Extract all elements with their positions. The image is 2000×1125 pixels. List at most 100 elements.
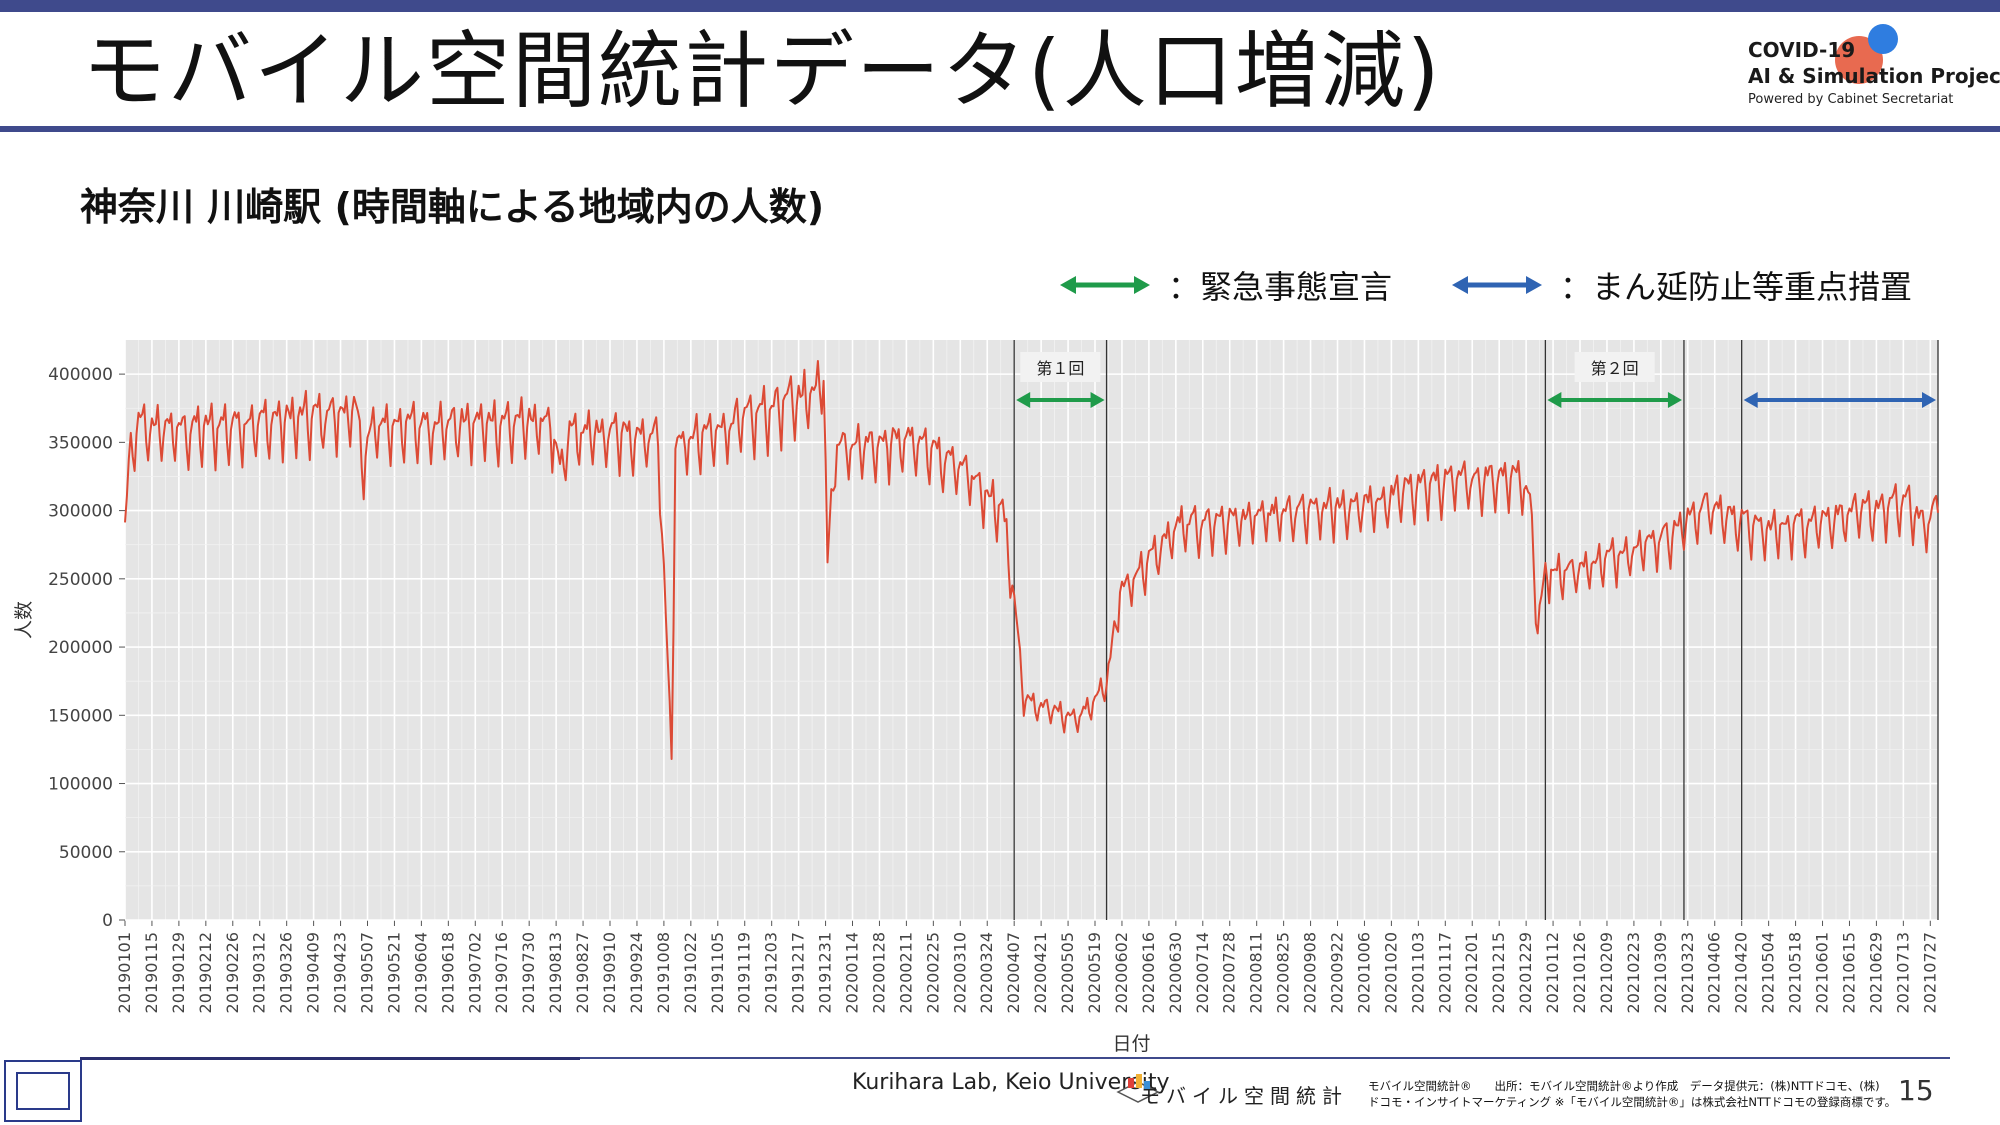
x-tick-label: 20200225 bbox=[923, 932, 942, 1013]
x-tick-label: 20201020 bbox=[1381, 932, 1400, 1013]
footer-divider-accent bbox=[80, 1057, 580, 1060]
period-arrow-head-left bbox=[1547, 392, 1562, 408]
x-tick-label: 20210406 bbox=[1705, 932, 1724, 1013]
x-tick-label: 20210629 bbox=[1866, 932, 1885, 1013]
x-tick-label: 20190326 bbox=[277, 932, 296, 1013]
y-tick-label: 350000 bbox=[48, 433, 113, 453]
x-tick-label: 20201215 bbox=[1489, 932, 1508, 1013]
x-tick-label: 20190813 bbox=[546, 932, 565, 1013]
period-arrow-head-right bbox=[1090, 392, 1105, 408]
x-tick-label: 20210420 bbox=[1732, 932, 1751, 1013]
plot-background bbox=[125, 340, 1938, 920]
period-arrow-head-right bbox=[1667, 392, 1682, 408]
x-tick-label: 20200728 bbox=[1220, 932, 1239, 1013]
x-tick-label: 20200602 bbox=[1112, 932, 1131, 1013]
x-tick-label: 20191231 bbox=[816, 932, 835, 1013]
population-line-chart: 20190101 20190115 20190129 20190212 20190226… bbox=[13, 340, 1939, 1055]
x-tick-label: 20190212 bbox=[196, 932, 215, 1013]
x-tick-label: 20191008 bbox=[654, 932, 673, 1013]
logo-line1: COVID-19 bbox=[1748, 38, 1856, 62]
legend-label-emergency: ：緊急事態宣言 bbox=[1168, 268, 1393, 306]
logo-line3: Powered by Cabinet Secretariat bbox=[1748, 92, 1954, 107]
x-tick-label: 20210727 bbox=[1920, 932, 1939, 1013]
x-tick-label: 20190312 bbox=[250, 932, 269, 1013]
x-tick-label: 20201117 bbox=[1435, 932, 1454, 1013]
x-tick-label: 20200310 bbox=[950, 932, 969, 1013]
x-tick-label: 20210126 bbox=[1570, 932, 1589, 1013]
x-tick-label: 20200128 bbox=[869, 932, 888, 1013]
x-tick-label: 20200324 bbox=[977, 932, 996, 1013]
x-tick-label: 20191203 bbox=[762, 932, 781, 1013]
x-tick-label: 20210713 bbox=[1893, 932, 1912, 1013]
keio-logo bbox=[4, 1060, 82, 1122]
y-tick-label: 50000 bbox=[59, 843, 113, 863]
x-tick-label: 20191105 bbox=[708, 932, 727, 1013]
y-tick-label: 400000 bbox=[48, 365, 113, 385]
footer-divider bbox=[80, 1057, 1950, 1059]
x-tick-label: 20210323 bbox=[1678, 932, 1697, 1013]
x-tick-label: 20210112 bbox=[1543, 932, 1562, 1013]
x-tick-label: 20210601 bbox=[1813, 932, 1832, 1013]
x-tick-label: 20200630 bbox=[1166, 932, 1185, 1013]
chart-subtitle: 神奈川 川崎駅 (時間軸による地域内の人数) bbox=[80, 185, 825, 229]
period-arrow-head-right bbox=[1922, 392, 1936, 408]
y-tick-label: 150000 bbox=[48, 706, 113, 726]
y-tick-label: 300000 bbox=[48, 502, 113, 522]
period-arrow-head-left bbox=[1743, 392, 1758, 408]
x-tick-label: 20190409 bbox=[304, 932, 323, 1013]
x-tick-label: 20200714 bbox=[1193, 932, 1212, 1013]
series-line-population bbox=[124, 360, 1939, 760]
x-tick-label: 20200922 bbox=[1328, 932, 1347, 1013]
x-tick-label: 20210615 bbox=[1839, 932, 1858, 1013]
x-tick-label: 20201006 bbox=[1354, 932, 1373, 1013]
x-tick-label: 20200519 bbox=[1085, 932, 1104, 1013]
title-divider bbox=[0, 126, 2000, 132]
x-tick-label: 20210209 bbox=[1597, 932, 1616, 1013]
x-tick-label: 20200505 bbox=[1058, 932, 1077, 1013]
x-tick-label: 20200114 bbox=[843, 932, 862, 1013]
period-label: 第１回 bbox=[1036, 359, 1084, 378]
x-tick-label: 20191119 bbox=[735, 932, 754, 1013]
x-tick-label: 20190827 bbox=[573, 932, 592, 1013]
period-label-box bbox=[1574, 352, 1655, 382]
x-tick-label: 20200616 bbox=[1139, 932, 1158, 1013]
x-tick-label: 20190618 bbox=[438, 932, 457, 1013]
green-double-arrow-icon bbox=[1060, 276, 1150, 294]
x-tick-label: 20200825 bbox=[1274, 932, 1293, 1013]
x-tick-label: 20190521 bbox=[384, 932, 403, 1013]
x-tick-label: 20210309 bbox=[1651, 932, 1670, 1013]
x-tick-label: 20191217 bbox=[789, 932, 808, 1013]
y-tick-label: 250000 bbox=[48, 570, 113, 590]
x-tick-label: 20200407 bbox=[1004, 932, 1023, 1013]
period-label-box bbox=[1020, 352, 1101, 382]
x-tick-label: 20200811 bbox=[1247, 932, 1266, 1013]
x-tick-label: 20190101 bbox=[115, 932, 134, 1013]
x-tick-label: 20190115 bbox=[142, 932, 161, 1013]
x-tick-label: 20201201 bbox=[1462, 932, 1481, 1013]
top-accent-bar bbox=[0, 0, 2000, 12]
x-tick-label: 20191022 bbox=[681, 932, 700, 1013]
covid-project-logo: COVID-19 AI & Simulation Project Powered… bbox=[1740, 18, 2000, 114]
legend-item-priority: ：まん延防止等重点措置 bbox=[1452, 262, 1912, 308]
y-tick-label: 0 bbox=[102, 911, 113, 931]
mobile-stats-logo-icon bbox=[1116, 1074, 1160, 1103]
footer-source-note-1: モバイル空間統計® 出所：モバイル空間統計®より作成 データ提供元：(株)NTT… bbox=[1368, 1079, 1880, 1093]
x-tick-label: 20190507 bbox=[358, 932, 377, 1013]
x-tick-label: 20210518 bbox=[1786, 932, 1805, 1013]
period-label: 第２回 bbox=[1591, 359, 1639, 378]
x-tick-label: 20190226 bbox=[223, 932, 242, 1013]
x-tick-label: 20200421 bbox=[1031, 932, 1050, 1013]
period-arrow-head-left bbox=[1016, 392, 1031, 408]
footer-source-note-2: ドコモ・インサイトマーケティング ※「モバイル空間統計®」は株式会社NTTドコモ… bbox=[1368, 1095, 1897, 1109]
logo-line2: AI & Simulation Project bbox=[1748, 64, 2000, 88]
x-tick-label: 20190423 bbox=[331, 932, 350, 1013]
slide-title: モバイル空間統計データ(人口増減) bbox=[82, 22, 1442, 120]
x-tick-label: 20190730 bbox=[519, 932, 538, 1013]
y-tick-label: 100000 bbox=[48, 775, 113, 795]
x-tick-label: 20200211 bbox=[896, 932, 915, 1013]
x-tick-label: 20190910 bbox=[600, 932, 619, 1013]
y-tick-label: 200000 bbox=[48, 638, 113, 658]
mobile-stats-logo-text: モバイル空間統計 bbox=[1140, 1084, 1348, 1108]
legend-item-emergency: ：緊急事態宣言 bbox=[1060, 262, 1392, 308]
x-tick-label: 20190716 bbox=[492, 932, 511, 1013]
